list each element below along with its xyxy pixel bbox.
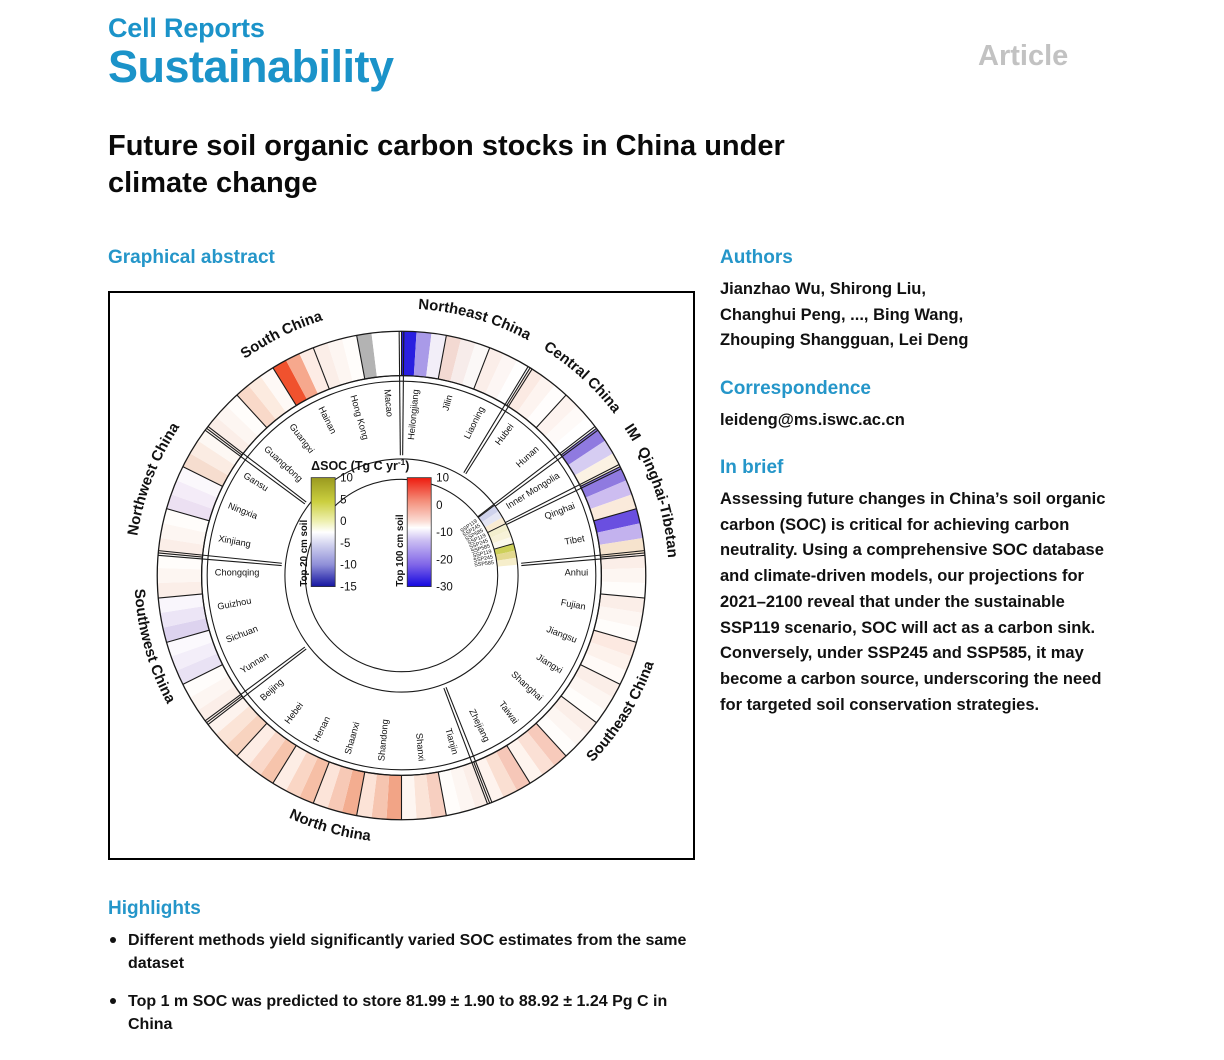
svg-text:ΔSOC (Tg C yr-1): ΔSOC (Tg C yr-1) bbox=[311, 457, 409, 473]
svg-text:Chongqing: Chongqing bbox=[215, 568, 260, 578]
svg-text:-30: -30 bbox=[436, 582, 453, 594]
svg-text:10: 10 bbox=[340, 473, 353, 485]
svg-text:10: 10 bbox=[436, 473, 449, 485]
svg-text:Top 100 cm soil: Top 100 cm soil bbox=[395, 514, 406, 586]
svg-text:Anhui: Anhui bbox=[565, 568, 589, 578]
svg-text:-10: -10 bbox=[436, 527, 453, 539]
svg-text:-15: -15 bbox=[340, 582, 357, 594]
svg-text:Top 20 cm soil: Top 20 cm soil bbox=[299, 520, 310, 587]
svg-text:0: 0 bbox=[340, 516, 346, 528]
svg-text:-10: -10 bbox=[340, 560, 357, 572]
svg-text:IM: IM bbox=[621, 421, 643, 444]
svg-text:-5: -5 bbox=[340, 538, 350, 550]
svg-text:5: 5 bbox=[340, 494, 346, 506]
svg-text:-20: -20 bbox=[436, 554, 453, 566]
svg-text:0: 0 bbox=[436, 500, 442, 512]
